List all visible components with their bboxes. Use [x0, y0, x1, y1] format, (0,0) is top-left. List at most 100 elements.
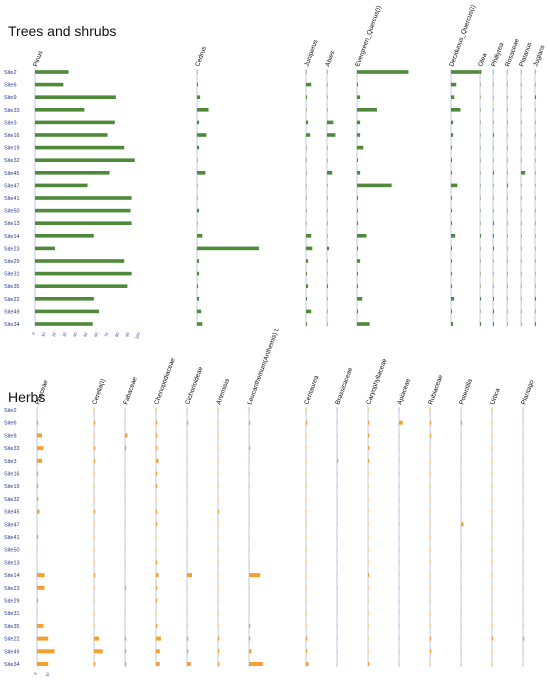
series-label: Deciduous_Quercus(I) [448, 4, 477, 68]
bar [451, 271, 453, 276]
bar [451, 234, 456, 238]
bar [197, 158, 198, 162]
bar [492, 535, 493, 539]
site-label: Site23 [4, 246, 20, 252]
bar [156, 458, 159, 463]
bar [306, 458, 307, 463]
bar [197, 196, 198, 200]
trees-panel-title: Trees and shrubs [8, 23, 116, 39]
bar [306, 573, 307, 578]
site-label: Site34 [4, 662, 20, 668]
bar [249, 471, 250, 476]
series-juglans: Juglans [532, 44, 547, 327]
bar [368, 535, 369, 539]
bar [337, 471, 338, 476]
bar [37, 496, 39, 501]
bar [197, 120, 200, 125]
bar [492, 522, 493, 527]
bar [306, 623, 307, 628]
bar [249, 458, 250, 463]
bar [461, 522, 464, 527]
bar [187, 662, 191, 666]
bar [368, 446, 370, 451]
bar [507, 158, 508, 162]
bar [327, 158, 328, 162]
bar [37, 484, 39, 489]
bar [492, 611, 493, 616]
tick-label: 70 [103, 331, 109, 338]
bar [249, 649, 252, 654]
bar [197, 322, 203, 326]
bar [156, 636, 161, 641]
bar [451, 82, 457, 87]
series-label: Evergreen_Quercus(I) [354, 5, 383, 68]
series-label: Caryophyllaceae [365, 357, 388, 405]
bar [35, 95, 116, 99]
bar [507, 246, 508, 251]
bar [37, 408, 38, 412]
site-label: Site13 [4, 560, 20, 566]
bar [306, 171, 307, 175]
bar [430, 471, 431, 476]
bar [94, 585, 95, 590]
bar [368, 408, 369, 412]
bar [492, 649, 493, 654]
bar [249, 611, 250, 616]
bar [218, 535, 219, 539]
bar [125, 585, 127, 590]
bar [306, 560, 307, 565]
series-plantago: Plantago [520, 379, 536, 667]
site-label: Site33 [4, 446, 20, 452]
bar [94, 636, 99, 641]
bar [327, 309, 328, 314]
bar [461, 611, 462, 616]
bar [523, 649, 524, 654]
bar [521, 221, 522, 225]
bar [535, 309, 536, 314]
bar [35, 145, 125, 150]
bar [451, 297, 455, 301]
bar [306, 649, 308, 654]
series-label: Artemisia [215, 377, 231, 405]
bar [492, 471, 493, 476]
bar [480, 297, 482, 301]
tick-label: 50 [82, 331, 88, 338]
bar [306, 120, 309, 125]
bar [430, 662, 431, 666]
bar [461, 573, 462, 578]
bar [197, 284, 199, 288]
bar [368, 471, 369, 476]
site-label: Site31 [4, 611, 20, 617]
bar [125, 458, 126, 463]
series-fabaceae: Fabaceae [122, 376, 139, 667]
bar [249, 662, 263, 666]
bar [521, 95, 522, 99]
bar [507, 171, 508, 175]
site-label: Site16 [4, 133, 20, 139]
bar [218, 509, 220, 514]
series-label: Plantago [520, 379, 535, 406]
bar [357, 234, 367, 238]
bar [306, 183, 307, 188]
bar [523, 598, 524, 603]
bar [187, 509, 188, 514]
bar [327, 108, 328, 112]
site-label: Site14 [4, 234, 20, 240]
bar [521, 284, 522, 288]
bar [480, 196, 481, 200]
series-olea: Olea [477, 52, 489, 327]
bar [306, 598, 307, 603]
bar [306, 82, 312, 87]
bar [197, 208, 200, 213]
bar [125, 623, 126, 628]
bar [197, 309, 202, 314]
bar [507, 133, 508, 137]
bar [521, 133, 522, 137]
bar [430, 522, 431, 527]
bar [399, 573, 400, 578]
bar [399, 547, 400, 552]
bar [327, 297, 328, 301]
bar [35, 108, 85, 112]
bar [306, 309, 312, 314]
bar [327, 120, 334, 125]
